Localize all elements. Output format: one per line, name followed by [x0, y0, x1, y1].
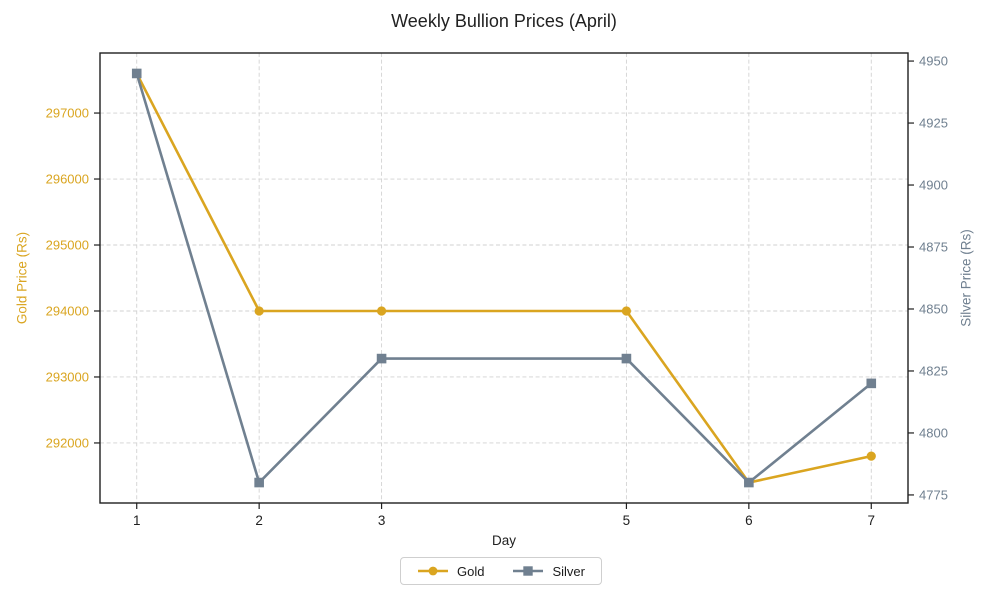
- x-tick-label: 5: [623, 513, 631, 528]
- silver-line: [135, 72, 873, 484]
- right-axis-label: Silver Price (Rs): [958, 229, 974, 327]
- x-tick-label: 2: [255, 513, 263, 528]
- x-tick-label: 7: [868, 513, 876, 528]
- legend-item-silver: Silver: [512, 564, 585, 579]
- x-tick-label: 3: [378, 513, 386, 528]
- left-tick-label: 297000: [46, 106, 89, 121]
- left-tick-label: 294000: [46, 303, 89, 318]
- gold-marker: [866, 451, 876, 461]
- x-tick-label: 1: [133, 513, 141, 528]
- right-tick-label: 4900: [919, 178, 948, 193]
- silver-marker: [621, 353, 632, 364]
- chart-title: Weekly Bullion Prices (April): [391, 11, 617, 31]
- legend-label-silver: Silver: [552, 563, 585, 579]
- left-tick-label: 292000: [46, 435, 89, 450]
- left-tick-label: 295000: [46, 238, 89, 253]
- right-tick-label: 4800: [919, 425, 948, 440]
- x-axis-label: Day: [491, 533, 517, 548]
- right-tick-label: 4775: [919, 487, 948, 502]
- gold-marker: [376, 306, 387, 316]
- right-tick-label: 4850: [919, 301, 948, 316]
- right-tick-label: 4825: [919, 363, 948, 378]
- x-tick-label: 6: [745, 513, 753, 528]
- silver-marker: [744, 477, 754, 488]
- gold-marker: [254, 306, 264, 316]
- gold-marker: [621, 306, 632, 316]
- circle-marker-icon: [418, 566, 449, 576]
- right-tick-label: 4875: [919, 240, 948, 255]
- square-marker-icon: [513, 566, 544, 576]
- silver-marker: [866, 378, 877, 389]
- gold-line: [135, 72, 873, 484]
- legend-item-gold: Gold: [417, 564, 484, 579]
- plot-border: [99, 52, 909, 504]
- silver-marker: [254, 477, 264, 488]
- legend: Gold Silver: [400, 557, 602, 585]
- left-axis-label: Gold Price (Rs): [14, 231, 30, 325]
- silver-marker: [376, 353, 387, 364]
- right-tick-label: 4950: [919, 54, 948, 69]
- left-tick-label: 296000: [46, 172, 89, 187]
- right-tick-label: 4925: [919, 116, 948, 131]
- left-tick-label: 293000: [46, 369, 89, 384]
- silver-marker: [131, 68, 142, 79]
- legend-label-gold: Gold: [457, 563, 485, 579]
